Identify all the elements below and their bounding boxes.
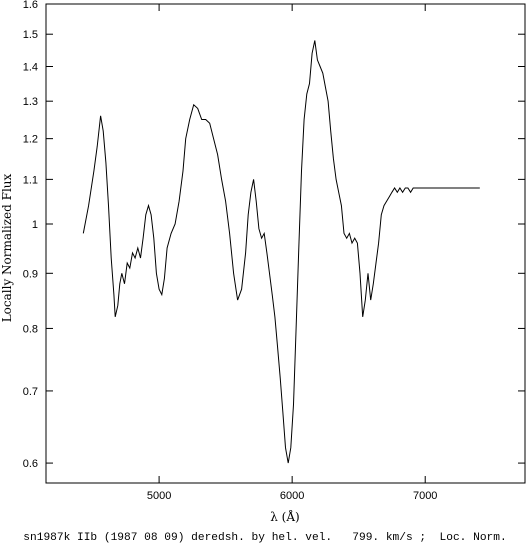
- chart-caption: sn1987k IIb (1987 08 09) deredsh. by hel…: [23, 532, 506, 544]
- x-tick-label: 6000: [280, 490, 304, 502]
- plot-frame: [45, 3, 526, 484]
- spectrum-series-line: [82, 40, 480, 464]
- y-axis-ticks: 0.6 0.7 0.8 0.9 1 1.1 1.2 1.3 1.4 1.5 1.6: [23, 0, 525, 470]
- y-tick-label: 0.6: [23, 458, 38, 470]
- y-axis-label: Locally Normalized Flux: [0, 173, 14, 322]
- x-axis-ticks: 5000 6000 7000: [147, 4, 437, 502]
- y-tick-label: 1.5: [23, 29, 38, 41]
- x-axis-label: λ (Å): [270, 509, 299, 524]
- y-tick-label: 0.8: [23, 323, 38, 335]
- y-tick-label: 1.1: [23, 174, 38, 186]
- x-tick-label: 7000: [413, 490, 437, 502]
- y-tick-label: 0.9: [23, 268, 38, 280]
- y-tick-label: 1.3: [23, 96, 38, 108]
- y-tick-label: 1.2: [23, 134, 38, 146]
- x-tick-label: 5000: [147, 490, 171, 502]
- y-tick-label: 1.6: [23, 0, 38, 11]
- y-tick-label: 1: [32, 219, 38, 231]
- y-tick-label: 0.7: [23, 386, 38, 398]
- y-tick-label: 1.4: [23, 61, 38, 73]
